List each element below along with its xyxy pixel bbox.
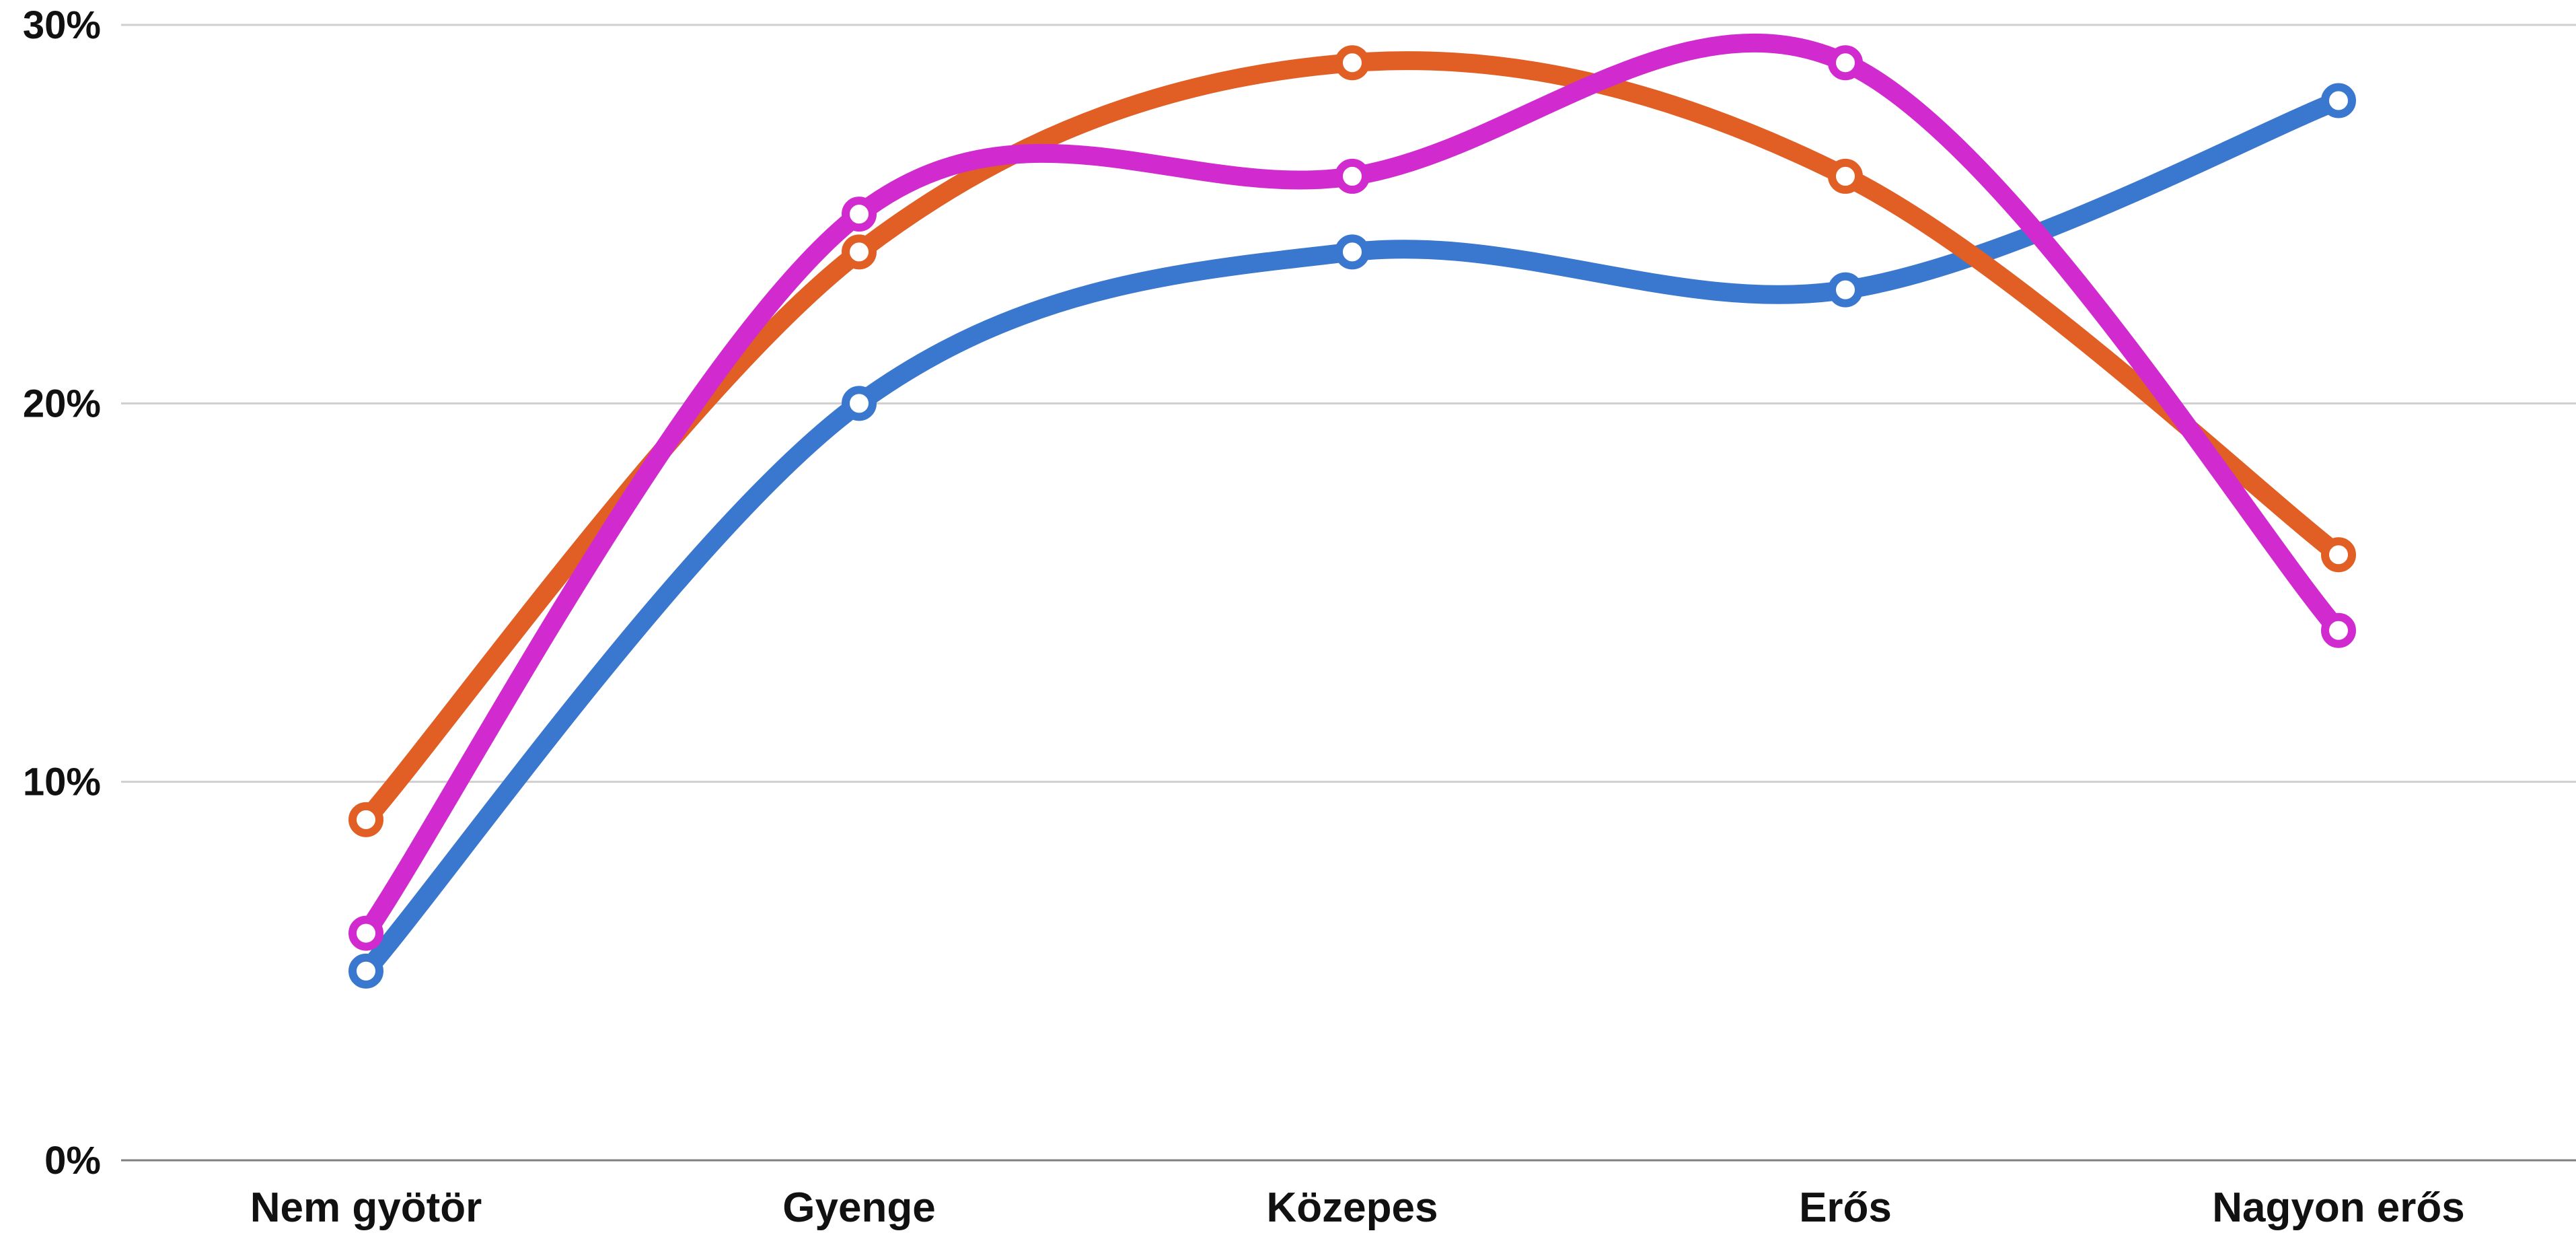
series-3-point-4 xyxy=(1828,45,1863,81)
y-tick-label-0: 0% xyxy=(44,1139,101,1183)
x-tick-label-0: Nem gyötör xyxy=(250,1185,482,1231)
series-2-point-5 xyxy=(2321,537,2356,573)
series-2-point-4 xyxy=(1828,158,1863,194)
series-2-point-1 xyxy=(348,802,383,837)
series-line-1 xyxy=(357,91,2348,981)
y-tick-label-30: 30% xyxy=(23,3,101,47)
series-1-point-3 xyxy=(1335,234,1370,270)
x-tick-label-1: Gyenge xyxy=(782,1185,935,1231)
marker-layer xyxy=(348,45,2356,989)
label-layer: 0% 10% 20% 30% Nem gyötör Gyenge Közepes Erős Na… xyxy=(23,3,2465,1231)
series-1-point-1 xyxy=(348,953,383,989)
grid-layer xyxy=(121,24,2576,1162)
y-tick-label-20: 20% xyxy=(23,382,101,425)
series-1-point-5 xyxy=(2321,83,2356,118)
series-2-point-2 xyxy=(842,234,877,270)
series-1-point-2 xyxy=(842,386,877,421)
series-2-point-3 xyxy=(1335,45,1370,81)
x-tick-label-4: Nagyon erős xyxy=(2212,1185,2465,1231)
series-3-point-2 xyxy=(842,197,877,232)
y-tick-label-10: 10% xyxy=(23,761,101,804)
series-3-point-1 xyxy=(348,915,383,951)
series-1-point-4 xyxy=(1828,272,1863,308)
x-tick-label-2: Közepes xyxy=(1267,1185,1438,1231)
series-3-point-3 xyxy=(1335,158,1370,194)
x-tick-label-3: Erős xyxy=(1799,1185,1892,1231)
series-3-point-5 xyxy=(2321,612,2356,648)
